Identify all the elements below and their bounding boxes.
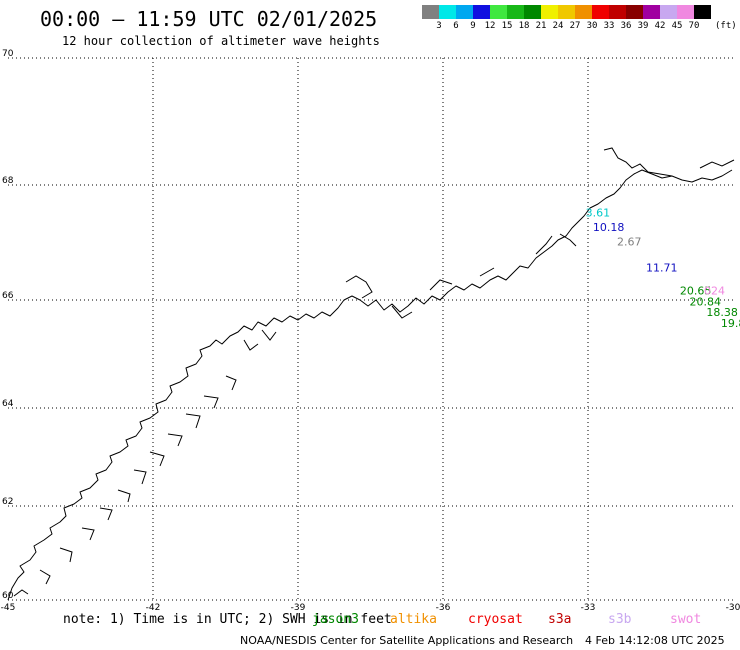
wave-height-value: 10.18 bbox=[593, 221, 625, 234]
lat-tick-label: 60 bbox=[2, 591, 14, 601]
color-legend-label: 27 bbox=[569, 21, 581, 31]
color-legend-label: 24 bbox=[552, 21, 564, 31]
color-legend-swatch bbox=[490, 5, 507, 19]
lat-tick-label: 66 bbox=[2, 291, 14, 301]
color-legend-swatch bbox=[643, 5, 660, 19]
color-legend-swatch bbox=[541, 5, 558, 19]
color-legend-swatch bbox=[456, 5, 473, 19]
color-legend-label: 42 bbox=[654, 21, 666, 31]
color-legend: (ft) 3 6 9 12 15 18 21 24 27 30 33 36 39 42 45 70 bbox=[422, 5, 737, 31]
color-legend-swatch bbox=[592, 5, 609, 19]
color-legend-label: 3 bbox=[436, 21, 442, 31]
credit-line: NOAA/NESDIS Center for Satellite Applica… bbox=[240, 634, 574, 647]
lon-tick-label: -45 bbox=[1, 603, 16, 610]
lat-tick-label: 64 bbox=[2, 399, 14, 409]
lat-tick-label: 62 bbox=[2, 497, 13, 507]
color-legend-labels: (ft) 3 6 9 12 15 18 21 24 27 30 33 36 39 42 45 70 bbox=[422, 19, 736, 31]
coastline-fjords bbox=[13, 147, 735, 597]
color-legend-label: 33 bbox=[603, 21, 615, 31]
color-legend-swatch bbox=[694, 5, 711, 19]
mission-label: swot bbox=[670, 612, 702, 627]
wave-height-value: 20.84 bbox=[690, 295, 722, 308]
map-gridlines bbox=[8, 57, 733, 601]
color-legend-label: 12 bbox=[484, 21, 496, 31]
color-legend-label: 70 bbox=[688, 21, 700, 31]
color-legend-label: 30 bbox=[586, 21, 598, 31]
mission-label: jason3 bbox=[312, 612, 359, 627]
color-legend-unit: (ft) bbox=[715, 21, 737, 31]
color-legend-swatch bbox=[677, 5, 694, 19]
color-legend-swatches bbox=[422, 5, 711, 19]
color-legend-label: 15 bbox=[501, 21, 513, 31]
color-legend-swatch bbox=[609, 5, 626, 19]
color-legend-swatch bbox=[524, 5, 541, 19]
greenland-coastline bbox=[7, 169, 733, 601]
wave-height-value: 20.65 bbox=[680, 284, 712, 297]
color-legend-label: 45 bbox=[671, 21, 683, 31]
color-legend-swatch bbox=[558, 5, 575, 19]
color-legend-swatch bbox=[422, 5, 439, 19]
color-legend-swatch bbox=[660, 5, 677, 19]
color-legend-label: 39 bbox=[637, 21, 649, 31]
color-legend-swatch bbox=[507, 5, 524, 19]
page-title: 00:00 – 11:59 UTC 02/01/2025 bbox=[40, 7, 378, 31]
mission-label: s3b bbox=[608, 612, 632, 627]
lon-tick-label: -33 bbox=[581, 603, 596, 610]
color-legend-label: 9 bbox=[470, 21, 476, 31]
wave-height-value: 19.8 bbox=[721, 317, 740, 330]
lat-tick-label: 70 bbox=[2, 49, 14, 59]
wave-height-value: 3.61 bbox=[586, 207, 611, 220]
color-legend-swatch bbox=[473, 5, 490, 19]
lon-tick-label: -39 bbox=[291, 603, 306, 610]
mission-label: cryosat bbox=[468, 612, 523, 627]
lat-tick-label: 68 bbox=[2, 176, 14, 186]
color-legend-label: 21 bbox=[535, 21, 547, 31]
color-legend-swatch bbox=[575, 5, 592, 19]
color-legend-swatch bbox=[439, 5, 456, 19]
wave-height-value: 11.71 bbox=[646, 261, 678, 274]
mission-label: s3a bbox=[548, 612, 572, 627]
wave-height-value: 2.67 bbox=[617, 235, 642, 248]
generated-timestamp: 4 Feb 14:12:08 UTC 2025 bbox=[585, 634, 725, 647]
lon-tick-label: -36 bbox=[436, 603, 451, 610]
color-legend-label: 6 bbox=[453, 21, 459, 31]
footer-note: note: 1) Time is in UTC; 2) SWH is in fe… bbox=[63, 612, 392, 627]
color-legend-swatch bbox=[626, 5, 643, 19]
lon-tick-label: -30 bbox=[726, 603, 740, 610]
map-tick-labels: -45 -42 -39 -36 -33 -30 70 68 66 64 62 60 bbox=[1, 49, 740, 610]
wave-height-value: 18.38 bbox=[706, 306, 738, 319]
mission-label: altika bbox=[390, 612, 437, 627]
wave-height-value: 024 bbox=[704, 284, 725, 297]
color-legend-label: 36 bbox=[620, 21, 632, 31]
page-subtitle: 12 hour collection of altimeter wave hei… bbox=[62, 34, 380, 48]
color-legend-label: 18 bbox=[518, 21, 530, 31]
lon-tick-label: -42 bbox=[146, 603, 161, 610]
